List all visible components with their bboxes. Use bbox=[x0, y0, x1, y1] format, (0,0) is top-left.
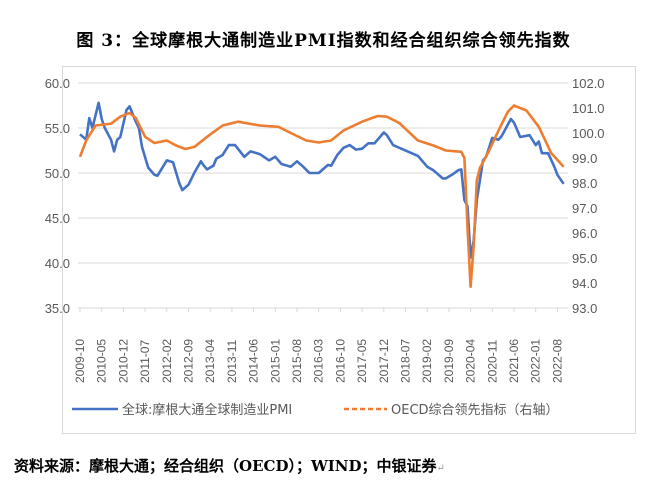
source-text: 资料来源：摩根大通；经合组织（OECD）；WIND；中银证券 bbox=[14, 457, 437, 475]
y2-tick-label: 96.0 bbox=[572, 226, 597, 241]
x-tick-label: 2010-12 bbox=[116, 339, 130, 383]
y2-tick-label: 102.0 bbox=[572, 76, 605, 91]
x-tick-label: 2022-08 bbox=[550, 339, 564, 383]
x-tick-label: 2020-04 bbox=[464, 339, 478, 383]
x-tick-label: 2022-01 bbox=[529, 339, 543, 383]
x-tick-label: 2018-07 bbox=[399, 339, 413, 383]
y-tick-label: 40.0 bbox=[45, 256, 70, 271]
y-tick-label: 50.0 bbox=[45, 166, 70, 181]
legend-label-oecd: OECD综合领先指标（右轴） bbox=[391, 403, 559, 418]
x-tick-label: 2021-06 bbox=[507, 339, 521, 383]
x-tick-label: 2016-10 bbox=[333, 339, 347, 383]
y2-tick-label: 97.0 bbox=[572, 201, 597, 216]
y2-tick-label: 93.0 bbox=[572, 301, 597, 316]
y2-tick-label: 101.0 bbox=[572, 101, 605, 116]
x-tick-label: 2019-02 bbox=[420, 339, 434, 383]
y2-tick-label: 99.0 bbox=[572, 151, 597, 166]
x-tick-label: 2020-11 bbox=[485, 340, 499, 383]
x-tick-label: 2012-02 bbox=[160, 339, 174, 383]
y2-tick-label: 100.0 bbox=[572, 126, 605, 141]
x-tick-label: 2015-08 bbox=[290, 339, 304, 383]
y2-tick-label: 98.0 bbox=[572, 176, 597, 191]
chart-frame bbox=[62, 66, 636, 434]
x-tick-label: 2009-10 bbox=[73, 339, 87, 383]
y2-tick-label: 95.0 bbox=[572, 251, 597, 266]
y-tick-label: 35.0 bbox=[45, 301, 70, 316]
y-tick-label: 45.0 bbox=[45, 211, 70, 226]
series-line-oecd-cli bbox=[78, 104, 565, 289]
legend-label-pmi: 全球:摩根大通全球制造业PMI bbox=[122, 402, 292, 418]
source-note: 资料来源：摩根大通；经合组织（OECD）；WIND；中银证券↵ bbox=[14, 457, 445, 475]
x-tick-label: 2017-05 bbox=[355, 339, 369, 383]
y2-tick-label: 94.0 bbox=[572, 276, 597, 291]
y-tick-label: 60.0 bbox=[45, 76, 70, 91]
x-tick-label: 2011-07 bbox=[138, 340, 152, 383]
x-tick-label: 2013-04 bbox=[203, 339, 217, 383]
x-tick-label: 2019-09 bbox=[442, 339, 456, 383]
figure-title: 图 3：全球摩根大通制造业PMI指数和经合组织综合领先指数 bbox=[76, 31, 571, 51]
x-tick-label: 2015-01 bbox=[268, 339, 282, 383]
x-tick-label: 2016-03 bbox=[312, 339, 326, 383]
x-tick-label: 2017-12 bbox=[377, 339, 391, 383]
x-tick-label: 2010-05 bbox=[95, 339, 109, 383]
series-line-pmi bbox=[79, 101, 565, 259]
x-tick-label: 2012-09 bbox=[182, 339, 196, 383]
y-tick-label: 55.0 bbox=[45, 121, 70, 136]
x-tick-label: 2014-06 bbox=[247, 339, 261, 383]
x-tick-label: 2013-11 bbox=[225, 340, 239, 383]
